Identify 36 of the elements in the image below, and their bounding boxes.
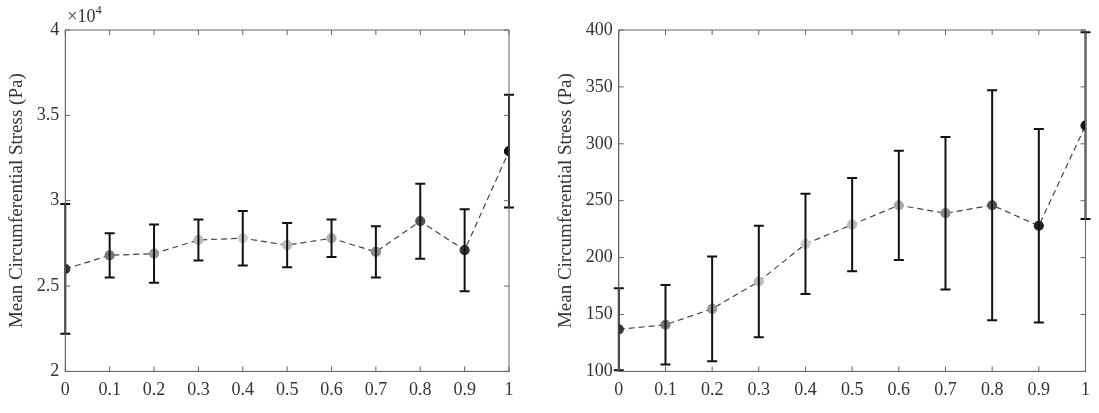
x-tick-label: 0.9 (1027, 378, 1051, 399)
y-tick-label: 200 (585, 246, 613, 267)
y-tick-label: 4 (50, 18, 60, 39)
x-tick-label: 0.6 (320, 378, 343, 399)
y-tick-label: 300 (585, 132, 613, 153)
x-tick-label: 0.5 (275, 378, 299, 399)
y-tick-label: 3.5 (36, 104, 60, 125)
x-tick-label: 0 (614, 378, 624, 399)
x-tick-label: 0.9 (453, 378, 476, 399)
x-tick-label: 0.1 (98, 378, 121, 399)
y-tick-label: 2.5 (36, 274, 60, 295)
x-tick-label: 0.3 (187, 378, 210, 399)
y-tick-label: 400 (585, 18, 613, 39)
x-tick-label: 0.2 (142, 378, 166, 399)
x-tick-label: 0.5 (840, 378, 864, 399)
y-tick-label: 350 (585, 75, 613, 96)
y-tick-label: 100 (585, 360, 613, 381)
x-tick-label: 0.3 (747, 378, 771, 399)
x-tick-label: 0.8 (980, 378, 1004, 399)
y-tick-label: 150 (585, 303, 613, 324)
y-tick-label: 250 (585, 189, 613, 210)
x-tick-label: 0.2 (700, 378, 724, 399)
x-tick-label: 0.1 (654, 378, 677, 399)
x-tick-label: 0 (60, 378, 70, 399)
x-tick-label: 0.8 (409, 378, 432, 399)
x-tick-label: 0.4 (231, 378, 255, 399)
x-tick-label: 0.4 (794, 378, 817, 399)
x-tick-label: 1 (504, 378, 514, 399)
y-tick-label: 3 (50, 189, 60, 210)
x-tick-label: 1 (1081, 378, 1090, 399)
x-tick-label: 0.6 (887, 378, 911, 399)
x-tick-label: 0.7 (364, 378, 388, 399)
x-tick-label: 0.7 (934, 378, 957, 399)
y-tick-label: 2 (50, 360, 60, 381)
y-axis-title: Mean Circumferential Stress (Pa) (5, 73, 28, 329)
y-axis-title: Mean Circumferential Stress (Pa) (554, 73, 577, 329)
